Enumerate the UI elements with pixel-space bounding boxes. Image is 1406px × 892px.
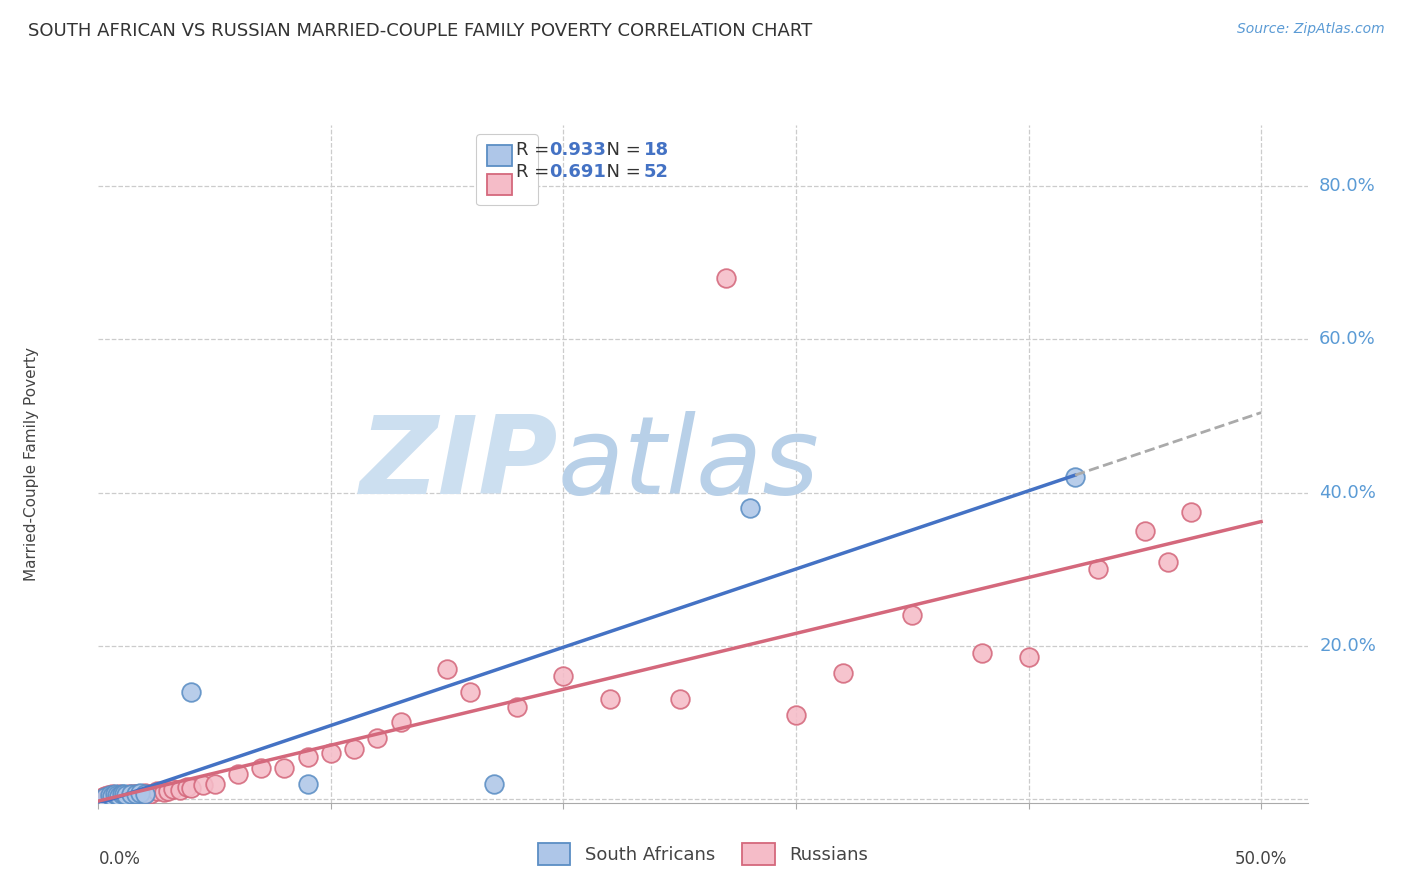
Point — [204, 777, 226, 791]
Point — [108, 788, 131, 802]
Point — [129, 789, 152, 803]
Point — [831, 665, 853, 680]
Point — [91, 789, 114, 804]
Text: Married-Couple Family Poverty: Married-Couple Family Poverty — [24, 347, 39, 581]
Point — [169, 782, 191, 797]
Point — [101, 788, 124, 802]
Point — [389, 715, 412, 730]
Point — [111, 787, 134, 801]
Point — [901, 608, 924, 623]
Text: atlas: atlas — [558, 411, 820, 516]
Point — [120, 787, 142, 801]
Point — [1133, 524, 1156, 538]
Point — [599, 692, 621, 706]
Point — [104, 788, 127, 802]
Point — [319, 746, 342, 760]
Point — [1180, 505, 1202, 519]
Point — [97, 788, 120, 802]
Point — [112, 788, 135, 802]
Point — [366, 731, 388, 745]
Point — [111, 789, 134, 803]
Point — [115, 789, 138, 803]
Point — [122, 788, 145, 802]
Point — [98, 789, 121, 803]
Point — [108, 789, 131, 803]
Point — [1157, 554, 1180, 568]
Text: 20.0%: 20.0% — [1319, 637, 1376, 655]
Point — [506, 700, 529, 714]
Point — [250, 761, 273, 775]
Point — [138, 787, 160, 801]
Point — [297, 749, 319, 764]
Point — [482, 777, 505, 791]
Point — [460, 684, 482, 698]
Point — [553, 669, 575, 683]
Point — [134, 786, 156, 800]
Point — [98, 788, 121, 802]
Point — [157, 784, 180, 798]
Legend:  ,  : , — [477, 134, 538, 205]
Point — [101, 789, 124, 803]
Point — [105, 788, 128, 802]
Point — [94, 789, 117, 804]
Text: 0.691: 0.691 — [550, 163, 606, 181]
Point — [145, 784, 167, 798]
Point — [1018, 650, 1040, 665]
Point — [112, 788, 135, 802]
Point — [297, 777, 319, 791]
Point — [180, 781, 202, 796]
Point — [105, 788, 128, 802]
Text: 52: 52 — [644, 163, 669, 181]
Point — [1087, 562, 1109, 576]
Text: SOUTH AFRICAN VS RUSSIAN MARRIED-COUPLE FAMILY POVERTY CORRELATION CHART: SOUTH AFRICAN VS RUSSIAN MARRIED-COUPLE … — [28, 22, 813, 40]
Text: 0.933: 0.933 — [550, 141, 606, 159]
Point — [273, 761, 295, 775]
Point — [785, 707, 807, 722]
Point — [668, 692, 690, 706]
Point — [343, 742, 366, 756]
Point — [127, 788, 149, 802]
Point — [134, 787, 156, 801]
Point — [1064, 470, 1087, 484]
Point — [970, 647, 993, 661]
Text: Source: ZipAtlas.com: Source: ZipAtlas.com — [1237, 22, 1385, 37]
Text: N =: N = — [595, 141, 647, 159]
Point — [738, 500, 761, 515]
Text: R =: R = — [516, 141, 554, 159]
Point — [162, 782, 184, 797]
Text: ZIP: ZIP — [360, 411, 558, 516]
Point — [124, 788, 146, 802]
Text: N =: N = — [595, 163, 647, 181]
Point — [436, 662, 458, 676]
Point — [94, 789, 117, 803]
Point — [129, 786, 152, 800]
Text: R =: R = — [516, 163, 554, 181]
Text: 60.0%: 60.0% — [1319, 330, 1376, 349]
Point — [115, 788, 138, 802]
Point — [226, 767, 249, 781]
Point — [118, 788, 141, 802]
Text: 40.0%: 40.0% — [1319, 483, 1376, 501]
Point — [180, 684, 202, 698]
Point — [176, 780, 198, 795]
Point — [191, 778, 214, 792]
Text: 50.0%: 50.0% — [1234, 850, 1288, 868]
Text: 18: 18 — [644, 141, 669, 159]
Legend: South Africans, Russians: South Africans, Russians — [529, 834, 877, 874]
Point — [104, 789, 127, 803]
Point — [124, 787, 146, 801]
Text: 80.0%: 80.0% — [1319, 178, 1376, 195]
Text: 0.0%: 0.0% — [98, 850, 141, 868]
Point — [152, 785, 174, 799]
Point — [120, 788, 142, 802]
Point — [716, 271, 738, 285]
